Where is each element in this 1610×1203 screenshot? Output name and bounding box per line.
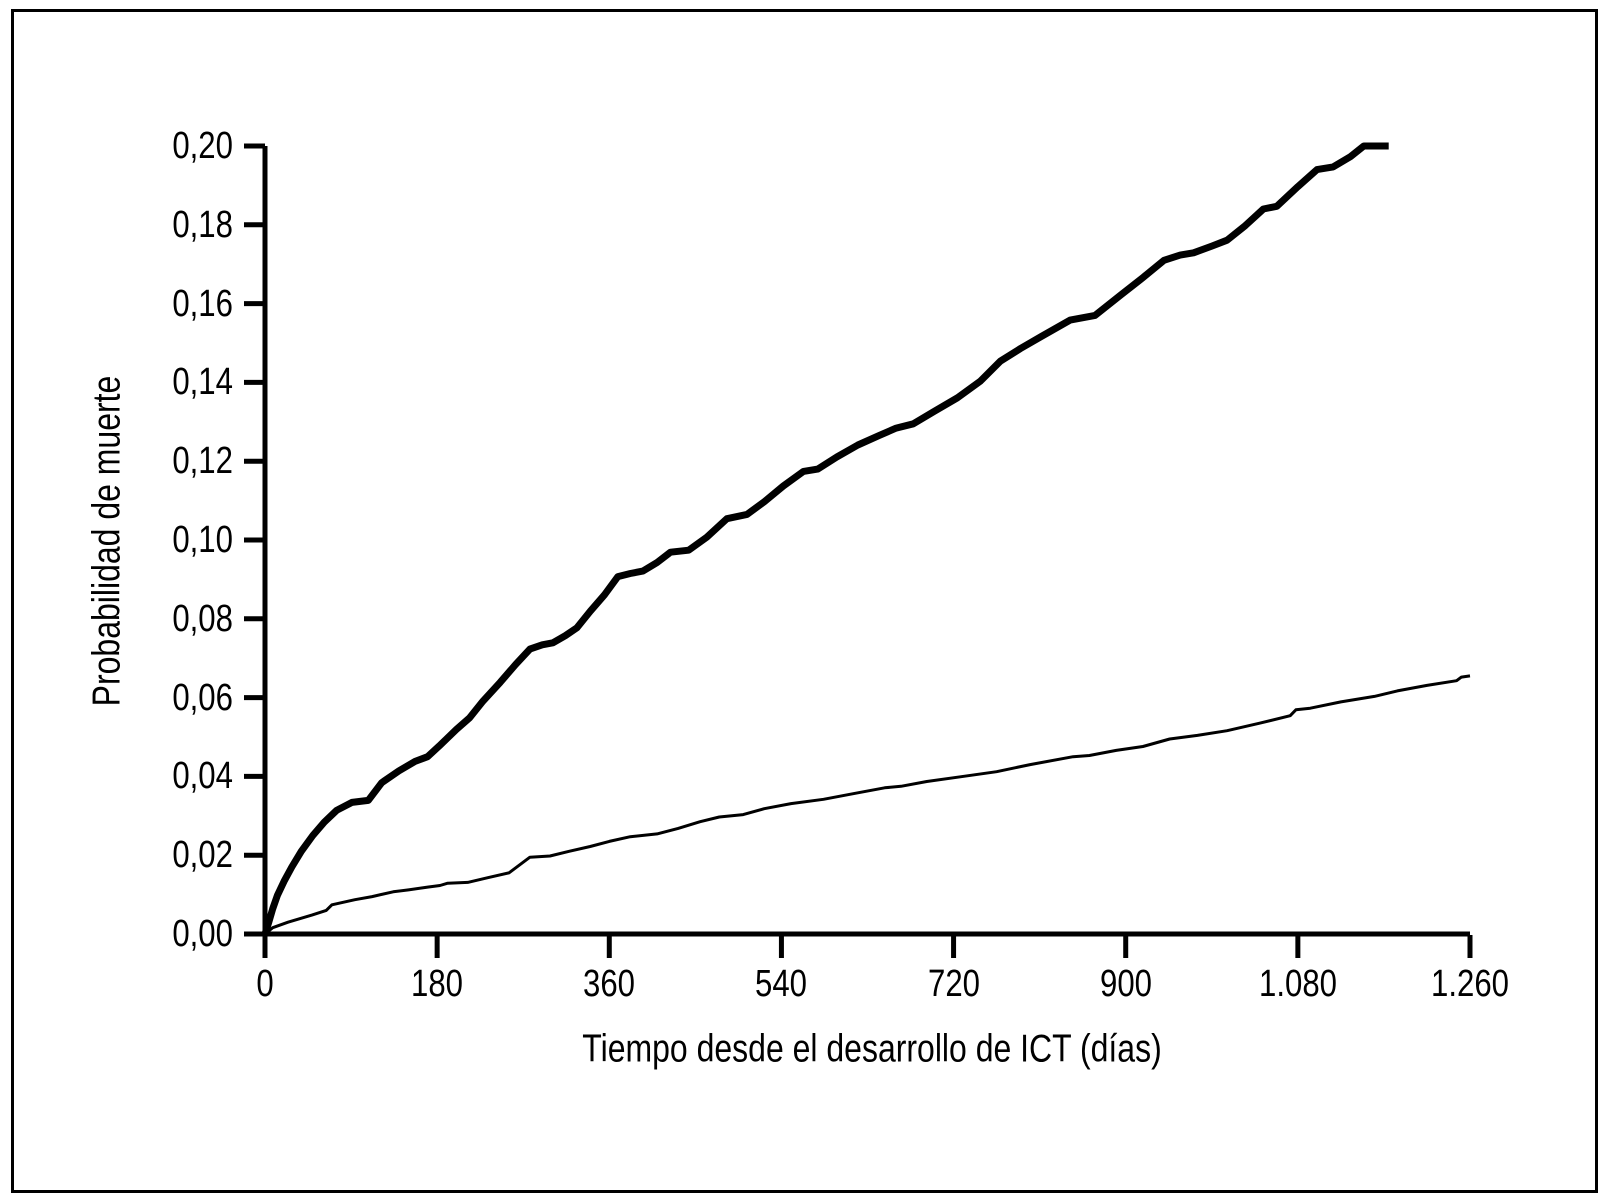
x-tick-label: 1.260	[1431, 963, 1509, 1005]
x-tick-label: 1.080	[1258, 963, 1337, 1005]
y-tick-label: 0,08	[172, 597, 233, 640]
series-line-thin	[264, 674, 1471, 936]
axes	[262, 146, 1470, 958]
x-tick-label: 180	[411, 963, 464, 1005]
y-tick-label: 0,06	[172, 676, 233, 719]
y-tick-label: 0,14	[172, 361, 233, 404]
y-tick-label: 0,18	[172, 203, 233, 246]
y-tick-label: 0,16	[172, 282, 233, 325]
y-tick-label: 0,20	[172, 125, 233, 167]
y-tick-label: 0,02	[172, 834, 233, 877]
y-tick-label: 0,04	[172, 755, 233, 798]
y-tick-label: 0,00	[172, 913, 233, 955]
x-tick-label: 360	[583, 963, 636, 1005]
y-tick-label: 0,12	[172, 440, 233, 483]
series-line-thick	[261, 142, 1389, 936]
y-tick-label: 0,10	[172, 519, 233, 561]
figure-frame	[11, 9, 1598, 1193]
curves	[261, 142, 1471, 936]
x-tick-label: 0	[256, 963, 274, 1005]
x-tick-label: 720	[927, 963, 980, 1005]
x-tick-label: 900	[1099, 963, 1152, 1005]
x-tick-label: 540	[755, 963, 808, 1005]
x-axis-title: Tiempo desde el desarrollo de ICT (días)	[582, 1027, 1162, 1071]
tick-marks	[244, 143, 1473, 958]
